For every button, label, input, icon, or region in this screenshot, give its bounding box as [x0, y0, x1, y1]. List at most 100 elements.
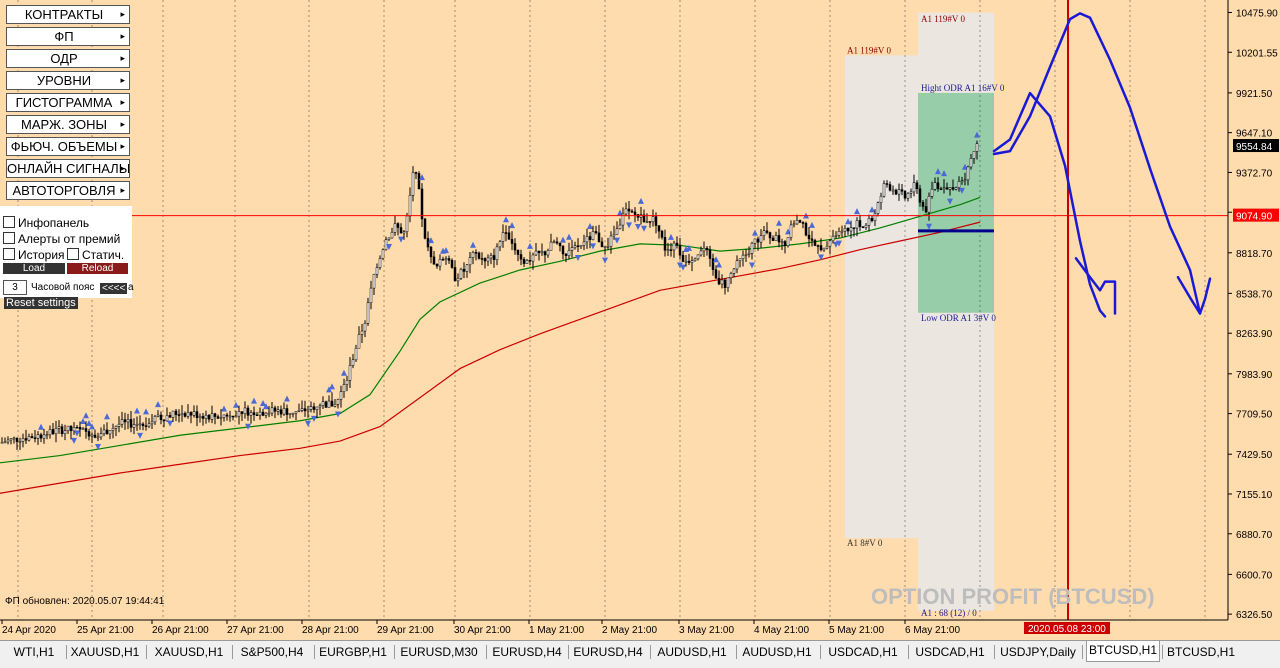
- menu-button-7[interactable]: ОНЛАЙН СИГНАЛЫ ▸: [6, 159, 130, 178]
- tab-9[interactable]: AUDUSD,H1: [742, 645, 812, 659]
- menu-button-label: ОНЛАЙН СИГНАЛЫ: [7, 161, 130, 176]
- candle-body: [729, 273, 733, 279]
- tab-2[interactable]: XAUUSD,H1: [154, 645, 224, 659]
- tab-10[interactable]: USDCAD,H1: [828, 645, 898, 659]
- candle-body: [951, 187, 955, 190]
- signal-marker-icon: [86, 420, 92, 427]
- tab-6[interactable]: EURUSD,H4: [492, 645, 562, 659]
- tab-7[interactable]: EURUSD,H4: [573, 645, 643, 659]
- menu-button-8[interactable]: АВТОТОРГОВЛЯ ▸: [6, 181, 130, 200]
- price-chart[interactable]: A1 119#V 0 A1 8#V 0 A1 119#V 0 A1 : 68 (12)…: [0, 0, 1280, 640]
- candle-body: [183, 413, 187, 417]
- menu-button-3[interactable]: УРОВНИ ▸: [6, 71, 130, 90]
- signal-marker-icon: [560, 236, 566, 243]
- candle-body: [963, 179, 967, 182]
- candle-body: [627, 208, 631, 212]
- tab-12[interactable]: USDJPY,Daily: [1000, 645, 1076, 659]
- candle-body: [9, 438, 13, 441]
- candle-body: [699, 250, 703, 256]
- y-tick-label: 6326.50: [1236, 610, 1273, 621]
- candle-body: [597, 232, 601, 243]
- candle-body: [957, 181, 961, 188]
- candle-body: [456, 278, 460, 282]
- candle-body: [489, 255, 493, 259]
- candle-body: [831, 235, 835, 242]
- signal-marker-icon: [836, 240, 842, 247]
- candle-body: [600, 241, 604, 248]
- menu-button-0[interactable]: КОНТРАКТЫ ▸: [6, 5, 130, 24]
- candle-body: [588, 236, 592, 240]
- signal-marker-icon: [503, 216, 509, 223]
- candle-body: [969, 158, 973, 168]
- tab-13[interactable]: BTCUSD,H1: [1086, 641, 1160, 662]
- tab-1[interactable]: XAUUSD,H1: [70, 645, 140, 659]
- candle-body: [633, 211, 637, 215]
- candle-body: [900, 189, 904, 192]
- candle-body: [339, 391, 343, 400]
- chevron-right-icon: ▸: [120, 9, 125, 19]
- history-checkbox[interactable]: История: [3, 248, 65, 262]
- menu-button-2[interactable]: ОДР ▸: [6, 49, 130, 68]
- candle-body: [345, 379, 349, 385]
- candle-body: [966, 166, 970, 181]
- tab-14[interactable]: BTCUSD,H1: [1166, 645, 1235, 659]
- crosshair-time-bg: [1024, 622, 1110, 634]
- level-label: 9074.90: [1236, 212, 1273, 223]
- checkbox-icon[interactable]: [3, 232, 15, 244]
- tab-separator: [232, 645, 233, 659]
- menu-button-4[interactable]: ГИСТОГРАММА ▸: [6, 93, 130, 112]
- signal-marker-icon: [443, 247, 449, 254]
- candle-body: [411, 172, 415, 196]
- reload-button[interactable]: Reload: [67, 263, 128, 274]
- candle-body: [546, 250, 550, 256]
- tab-11[interactable]: USDCAD,H1: [915, 645, 985, 659]
- signal-marker-icon: [71, 437, 77, 444]
- signal-marker-icon: [143, 408, 149, 415]
- candle-body: [15, 437, 19, 442]
- candle-body: [648, 221, 652, 223]
- x-tick-label: 4 May 21:00: [754, 625, 809, 636]
- chart-canvas[interactable]: A1 119#V 0 A1 8#V 0 A1 119#V 0 A1 : 68 (12)…: [0, 0, 1280, 640]
- candle-body: [333, 404, 337, 407]
- candle-body: [885, 183, 889, 185]
- tab-5[interactable]: EURUSD,M30: [400, 645, 478, 659]
- menu-button-5[interactable]: МАРЖ. ЗОНЫ ▸: [6, 115, 130, 134]
- candle-body: [366, 302, 370, 324]
- tab-0[interactable]: WTI,H1: [13, 645, 55, 659]
- tab-4[interactable]: EURGBP,H1: [319, 645, 387, 659]
- menu-button-1[interactable]: ФП ▸: [6, 27, 130, 46]
- candle-body: [153, 416, 157, 423]
- candle-body: [120, 419, 124, 425]
- checkbox-icon[interactable]: [3, 248, 15, 260]
- y-tick-label: 7155.10: [1236, 490, 1273, 501]
- candle-body: [258, 411, 262, 416]
- menu-button-6[interactable]: ФЬЮЧ. ОБЪЕМЫ ▸: [6, 137, 130, 156]
- checkbox-icon[interactable]: [67, 248, 79, 260]
- checkbox-icon[interactable]: [3, 216, 15, 228]
- timezone-input[interactable]: 3: [3, 280, 27, 295]
- static-checkbox[interactable]: Статич.: [67, 248, 124, 262]
- alerts-checkbox[interactable]: Алерты от премий: [3, 232, 120, 246]
- candle-body: [822, 247, 826, 251]
- signal-marker-icon: [602, 257, 608, 264]
- tab-3[interactable]: S&P500,H4: [240, 645, 304, 659]
- infopanel-checkbox[interactable]: Инфопанель: [3, 216, 89, 230]
- x-tick-label: 24 Apr 2020: [2, 625, 56, 636]
- candle-body: [561, 245, 565, 255]
- candle-body: [168, 415, 172, 418]
- menu-button-label: КОНТРАКТЫ: [24, 7, 104, 22]
- candle-body: [372, 273, 376, 289]
- signal-marker-icon: [935, 168, 941, 175]
- tab-8[interactable]: AUDUSD,H1: [657, 645, 727, 659]
- reset-settings-button[interactable]: Reset settings: [4, 297, 78, 309]
- signal-marker-icon: [809, 221, 815, 228]
- chevron-right-icon: ▸: [120, 119, 125, 129]
- candle-body: [858, 220, 862, 227]
- timezone-button[interactable]: <<<<: [100, 283, 128, 294]
- signal-marker-icon: [83, 412, 89, 419]
- candle-body: [471, 252, 475, 258]
- candle-body: [519, 254, 523, 260]
- load-button[interactable]: Load: [3, 263, 65, 274]
- candle-body: [174, 410, 178, 415]
- candle-body: [462, 268, 466, 272]
